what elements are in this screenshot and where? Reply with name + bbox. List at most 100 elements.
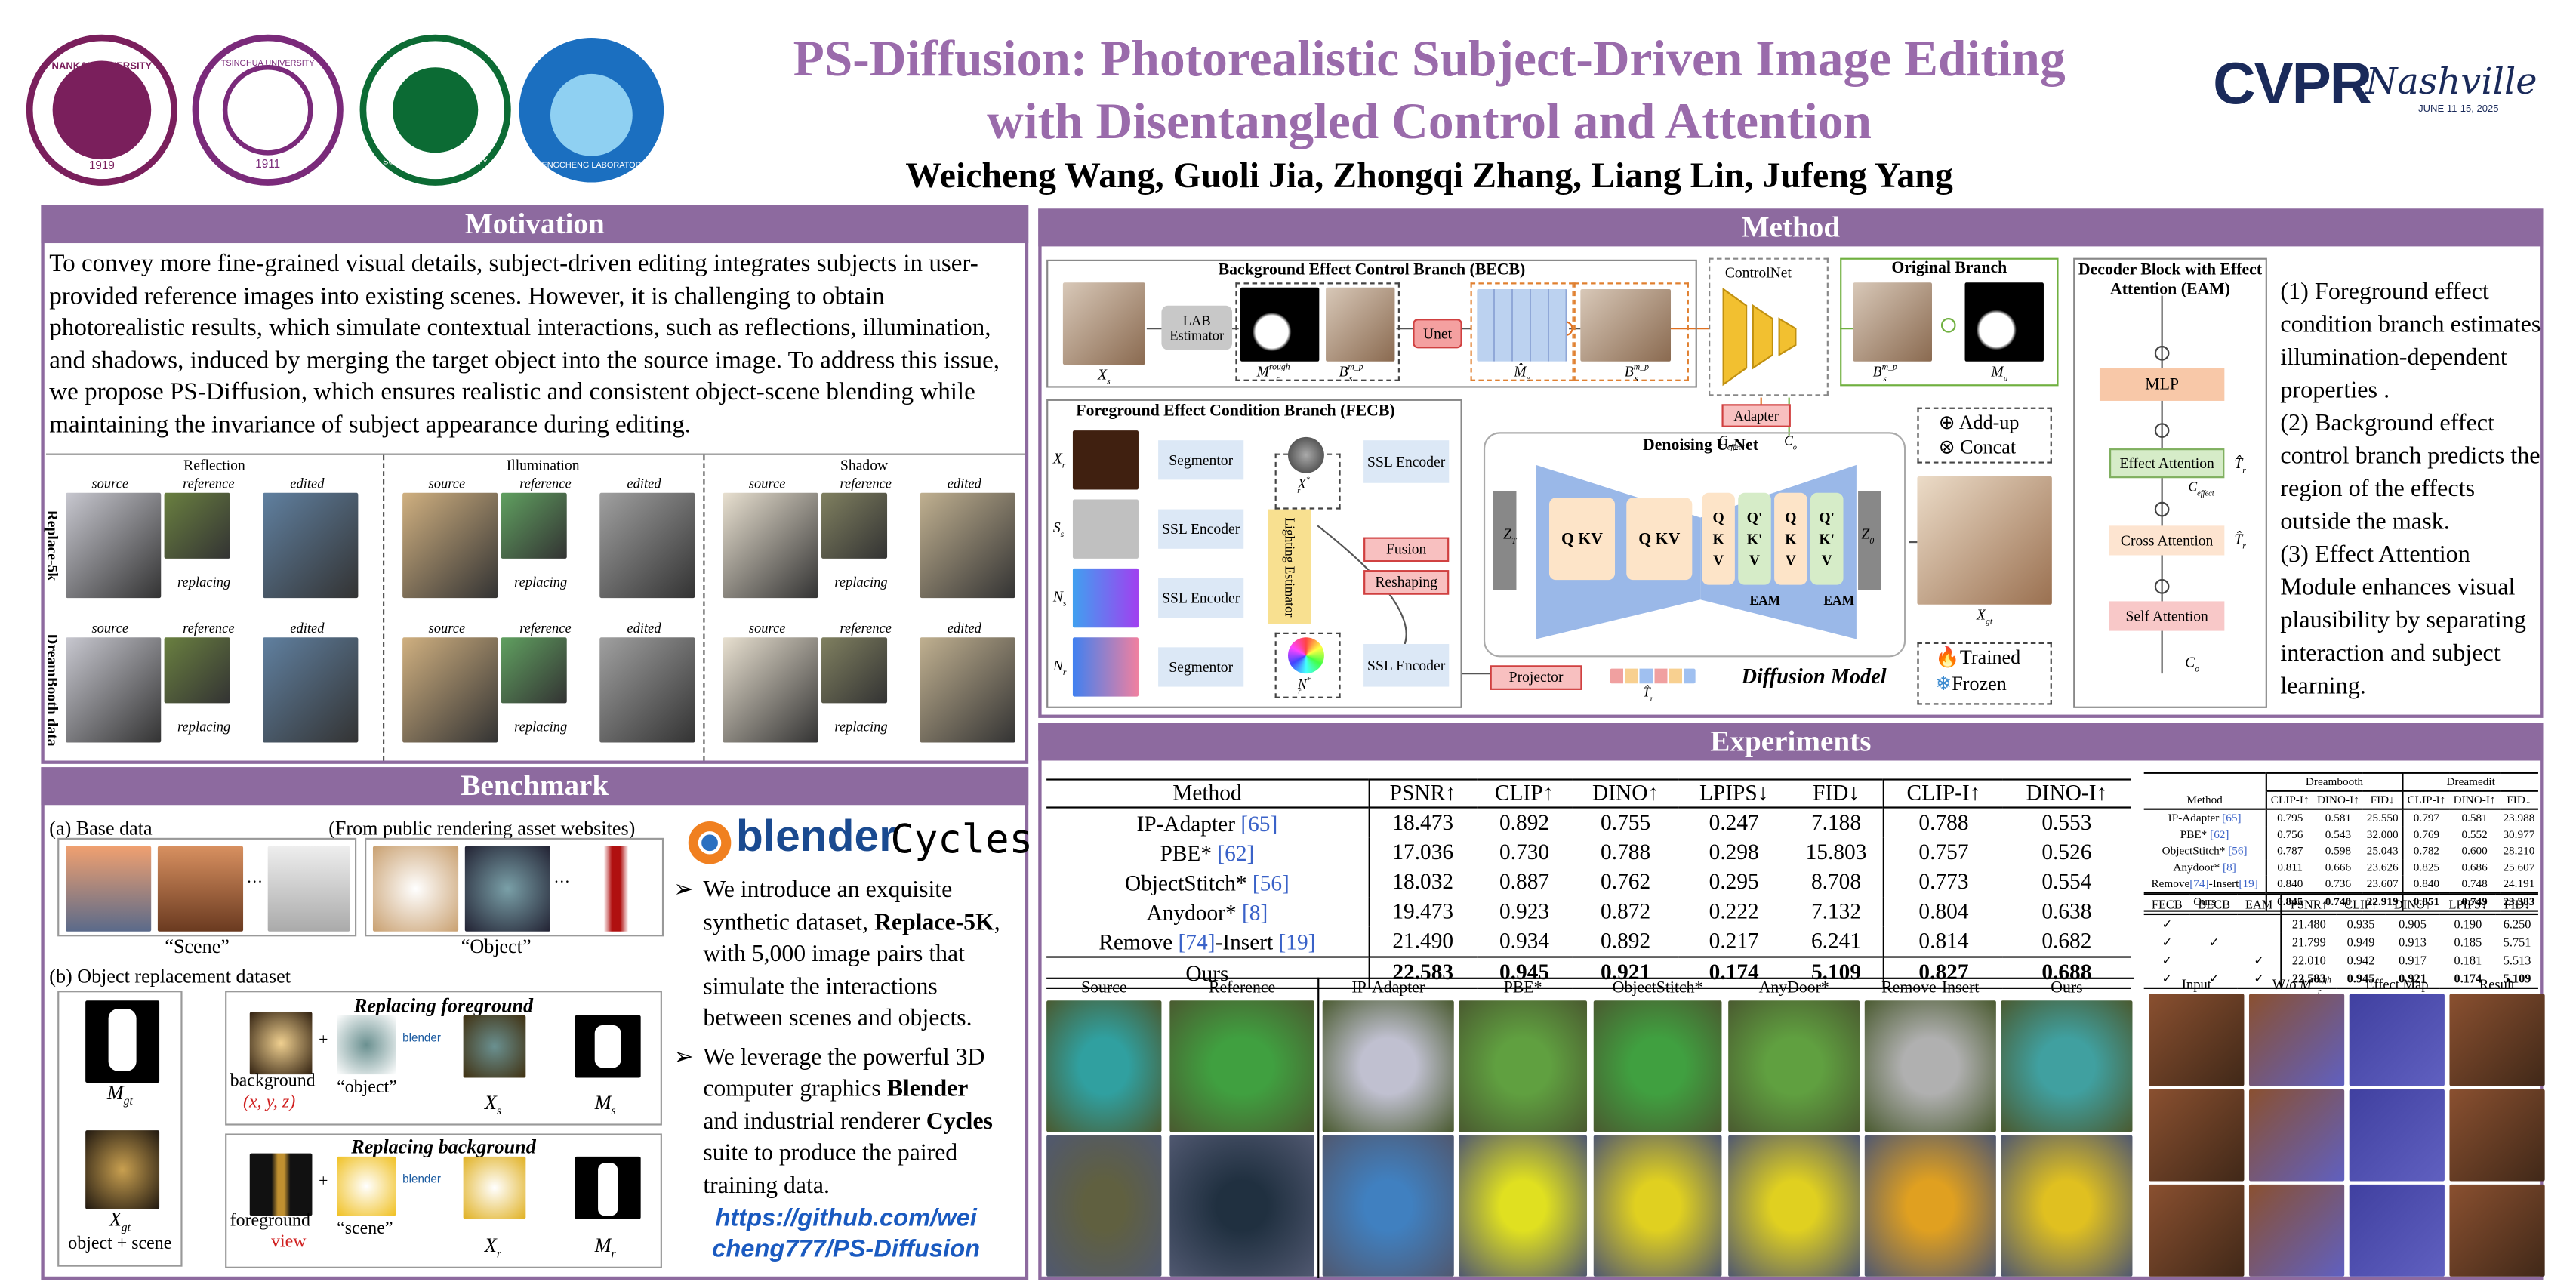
token-strip	[1610, 668, 1696, 684]
original-branch	[1840, 257, 2059, 387]
row-label: Replace-5k	[44, 510, 61, 581]
text-segment: We introduce an exquisite synthetic data…	[703, 877, 953, 936]
mask-shape	[598, 1163, 618, 1216]
image	[2248, 1184, 2345, 1277]
cell: 0.756	[2277, 827, 2303, 842]
cell: 0.942	[2346, 953, 2375, 968]
legend-text: Frozen	[1952, 671, 2007, 695]
math-base: M	[594, 1234, 612, 1257]
label: Replacing background	[351, 1135, 536, 1159]
link[interactable]: cheng777/PS-Diffusion	[712, 1235, 981, 1264]
cell: 0.851	[2413, 895, 2440, 909]
cell: 0.730	[1499, 839, 1550, 864]
text-segment: Anydoor*	[1146, 899, 1243, 925]
cell: 25.550	[2363, 809, 2404, 827]
image	[463, 1156, 526, 1219]
method-name: ObjectStitch* [56]	[2143, 843, 2267, 860]
text-segment: IP-Adapter	[2168, 811, 2223, 825]
cell: ✓	[2238, 951, 2282, 969]
caption: reference	[519, 619, 572, 636]
math-sup: m_p	[1348, 362, 1363, 373]
column-label: PBE*	[1503, 978, 1542, 997]
brand-suite: Cycles	[890, 816, 1034, 863]
math: T̂r	[2234, 531, 2246, 552]
method-name: IP-Adapter [65]	[2143, 809, 2267, 827]
image	[501, 637, 567, 704]
bullet-list: ➢ We introduce an exquisite synthetic dat…	[673, 876, 1002, 1203]
branch-title: Background Effect Control Branch (BECB)	[1218, 260, 1526, 279]
blender-icon	[688, 821, 732, 864]
column-header: DINO-I↑	[2453, 793, 2496, 807]
cell: 0.526	[2041, 839, 2092, 864]
column-header: CLIP-I↑	[1906, 780, 1981, 806]
method-name: IP-Adapter [65]	[1046, 807, 1370, 838]
image	[1169, 1000, 1314, 1132]
math-sub: r	[2318, 987, 2322, 997]
image	[1322, 1000, 1454, 1132]
effect-label: Reflection	[183, 456, 245, 473]
cell: 0.840	[2413, 877, 2440, 891]
logo-text: NANKAI UNIVERSITY	[51, 62, 153, 72]
cell: 0.755	[1601, 809, 1651, 835]
table-row: Remove [74]-Insert [19] 21.490 0.934 0.892 0…	[1046, 926, 2131, 957]
math-base: X	[1977, 605, 1986, 623]
replacing: replacing	[834, 573, 888, 590]
method-name: PBE* [62]	[1046, 837, 1370, 867]
logo-pengcheng-core	[550, 73, 633, 156]
cell: 15.803	[1789, 837, 1885, 867]
mlp: MLP	[2099, 368, 2225, 401]
image	[1072, 499, 1139, 559]
text-segment: [56]	[1252, 870, 1290, 895]
cell: 5.751	[2503, 935, 2531, 950]
column-label: Reference	[1208, 978, 1276, 997]
image	[1287, 637, 1324, 674]
cell: 0.638	[2041, 898, 2092, 923]
cell: 23.988	[2503, 811, 2535, 825]
text-segment: -Insert	[2208, 877, 2239, 891]
image	[1728, 1135, 1860, 1277]
column-header: CLIP-I↑	[2270, 793, 2309, 807]
math-base: M	[594, 1090, 612, 1114]
logo-year: 1919	[88, 161, 115, 173]
addup	[2154, 579, 2170, 594]
image	[1853, 282, 1932, 362]
scene-box	[57, 837, 357, 937]
cell: 21.480	[2291, 917, 2326, 932]
cell: 18.032	[1392, 869, 1454, 894]
cell: 5.513	[2503, 953, 2531, 968]
concat	[1940, 318, 1956, 333]
math-sub: e	[1526, 374, 1530, 384]
addup	[2154, 501, 2170, 517]
column-label: Ours	[2051, 978, 2083, 997]
blender-small: blender	[402, 1174, 441, 1187]
bullet-mark: ➢	[673, 877, 694, 904]
link[interactable]: https://github.com/wei	[715, 1204, 977, 1233]
text-segment: Remove	[2151, 877, 2190, 891]
table-row: PBE* [62] 17.036 0.730 0.788 0.298 15.803 0.75…	[1046, 837, 2131, 867]
separator	[1046, 977, 2134, 979]
math-sub: r	[1062, 668, 1067, 679]
note: (2) Background effect control branch pre…	[2280, 411, 2541, 536]
math-base: M	[2300, 975, 2312, 993]
text-segment: [62]	[2210, 827, 2229, 842]
replacing: replacing	[834, 717, 888, 735]
branch-title: Decoder Block with Effect Attention (EAM…	[2078, 260, 2263, 300]
column-label: Source	[1081, 978, 1127, 997]
text-segment: Anydoor*	[2173, 861, 2223, 874]
column-header: CLIP↑	[2344, 897, 2377, 912]
cell: 0.295	[1709, 869, 1759, 894]
label: Diffusion Model	[1741, 664, 1887, 689]
text-segment: IP-Adapter	[1136, 810, 1241, 836]
section-heading: Method	[1038, 208, 2544, 247]
image	[249, 1153, 313, 1216]
cell: 0.921	[1601, 959, 1651, 984]
cell: 0.905	[2399, 917, 2427, 932]
results-table: Method PSNR↑ CLIP↑ DINO↑ LPIPS↓ FID↓ CLIP-I↑ DI…	[1046, 778, 2131, 989]
image	[464, 846, 550, 932]
projector: Projector	[1490, 665, 1582, 690]
effect-label: Shadow	[840, 456, 889, 473]
cell: ✓	[2208, 935, 2220, 950]
text-segment: [8]	[1242, 899, 1268, 925]
cell: 0.840	[2277, 877, 2303, 891]
caption: source	[428, 474, 466, 491]
